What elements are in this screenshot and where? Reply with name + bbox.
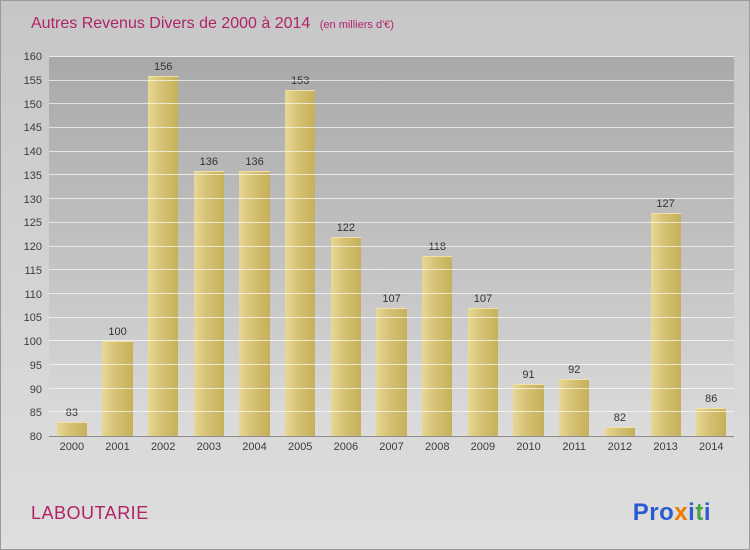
- x-tick-label: 2006: [333, 441, 359, 453]
- y-tick-label: 90: [29, 383, 42, 396]
- bar-slot: 136: [186, 57, 232, 436]
- y-tick-label: 80: [29, 431, 42, 443]
- bars-row: 83 100 156 136 136 153 122 107 118 107 91 92 82 127 86: [49, 57, 734, 436]
- logo-letter: P: [632, 499, 650, 526]
- logo-letter: i: [688, 499, 696, 526]
- y-tick-label: 135: [23, 169, 42, 182]
- bar-value-label: 107: [473, 293, 493, 306]
- y-tick-label: 130: [23, 193, 42, 206]
- bar-slot: 127: [643, 57, 689, 436]
- company-name: LABOUTARIE: [31, 502, 149, 523]
- bar-value-label: 136: [245, 155, 264, 168]
- bar: [285, 90, 316, 436]
- bar-slot: 82: [597, 57, 643, 436]
- chart-title: Autres Revenus Divers de 2000 à 2014: [31, 15, 311, 32]
- x-tick-label: 2011: [562, 441, 587, 453]
- x-tick-label: 2009: [470, 441, 496, 453]
- bar-value-label: 82: [613, 411, 627, 424]
- bar: [148, 75, 179, 436]
- proxiti-logo: Proxiti: [633, 499, 711, 527]
- bar-slot: 136: [232, 57, 278, 436]
- y-tick-label: 145: [23, 122, 42, 135]
- bar-value-label: 86: [705, 392, 718, 405]
- y-tick-label: 115: [24, 264, 42, 277]
- chart-header: Autres Revenus Divers de 2000 à 2014 (en…: [1, 1, 749, 53]
- x-tick-label: 2000: [59, 441, 85, 453]
- x-tick-label: 2002: [150, 441, 176, 453]
- bar-slot: 122: [323, 57, 369, 436]
- bar-value-label: 136: [199, 155, 219, 168]
- y-tick-label: 100: [23, 336, 42, 348]
- bar-value-label: 122: [336, 222, 356, 235]
- x-tick-label: 2004: [242, 441, 267, 453]
- bar-slot: 100: [95, 57, 141, 436]
- y-tick-label: 120: [23, 241, 42, 253]
- bar-value-label: 91: [522, 368, 535, 381]
- y-tick-label: 125: [23, 217, 42, 230]
- bar-slot: 83: [49, 57, 95, 436]
- y-tick-label: 150: [23, 98, 42, 111]
- bar-slot: 91: [506, 57, 552, 436]
- plot-area: 83 100 156 136 136 153 122 107 118 107 91 92 82 127 86: [49, 56, 734, 437]
- bar: [604, 426, 635, 436]
- x-tick-label: 2012: [607, 441, 633, 453]
- bar: [559, 379, 590, 436]
- bar-slot: 107: [369, 57, 415, 436]
- x-tick-label: 2007: [379, 441, 404, 453]
- y-axis: 80 85 90 95 100 105 110 115 120 125 130 135 140 145 15…: [1, 51, 49, 443]
- bar-value-label: 156: [154, 60, 173, 73]
- bar: [696, 407, 727, 436]
- bar: [513, 383, 544, 436]
- logo-letter: o: [659, 499, 675, 526]
- y-tick-label: 140: [23, 146, 42, 158]
- bar: [56, 421, 87, 436]
- logo-letter: x: [674, 499, 689, 526]
- y-tick-label: 95: [29, 359, 42, 372]
- y-tick-label: 160: [23, 51, 42, 63]
- bar-slot: 153: [277, 57, 323, 436]
- x-tick-label: 2008: [424, 441, 450, 453]
- bar: [376, 308, 407, 436]
- bar: [330, 237, 361, 436]
- bar: [650, 213, 681, 436]
- bar: [102, 341, 133, 436]
- bar: [422, 255, 453, 436]
- bar-slot: 92: [551, 57, 597, 436]
- x-axis: 2000 2001 2002 2003 2004 2005 2006 2007 2008 2009…: [49, 437, 734, 457]
- bar-value-label: 92: [568, 364, 581, 377]
- bar-value-label: 118: [428, 240, 446, 253]
- x-tick-label: 2010: [516, 441, 541, 453]
- x-tick-label: 2001: [105, 441, 130, 453]
- bar-value-label: 100: [108, 326, 127, 339]
- bar-slot: 86: [688, 57, 734, 436]
- chart-subtitle: (en milliers d'€): [319, 19, 394, 31]
- bar-slot: 107: [460, 57, 506, 436]
- y-tick-label: 85: [29, 407, 42, 420]
- bar-value-label: 107: [382, 293, 401, 306]
- bar-value-label: 153: [291, 75, 310, 88]
- y-tick-label: 155: [23, 74, 42, 87]
- footer: LABOUTARIE Proxiti: [1, 487, 749, 549]
- bar-value-label: 83: [65, 406, 78, 419]
- bar-slot: 156: [140, 57, 186, 436]
- bar: [467, 308, 498, 436]
- x-tick-label: 2013: [653, 441, 678, 453]
- logo-letter: r: [649, 499, 660, 526]
- bar: [193, 170, 224, 436]
- chart-area: 80 85 90 95 100 105 110 115 120 125 130 135 140 145 15…: [1, 51, 734, 457]
- logo-letter: i: [703, 499, 711, 526]
- x-tick-label: 2005: [287, 441, 313, 453]
- bar: [239, 170, 270, 436]
- y-tick-label: 105: [23, 312, 42, 325]
- x-tick-label: 2003: [196, 441, 222, 453]
- x-tick-label: 2014: [699, 441, 724, 453]
- bar-value-label: 127: [656, 198, 675, 211]
- bar-slot: 118: [414, 57, 460, 436]
- y-tick-label: 110: [24, 288, 42, 301]
- plot-outer: 83 100 156 136 136 153 122 107 118 107 91 92 82 127 86…: [49, 56, 734, 457]
- logo-letter: t: [695, 499, 704, 526]
